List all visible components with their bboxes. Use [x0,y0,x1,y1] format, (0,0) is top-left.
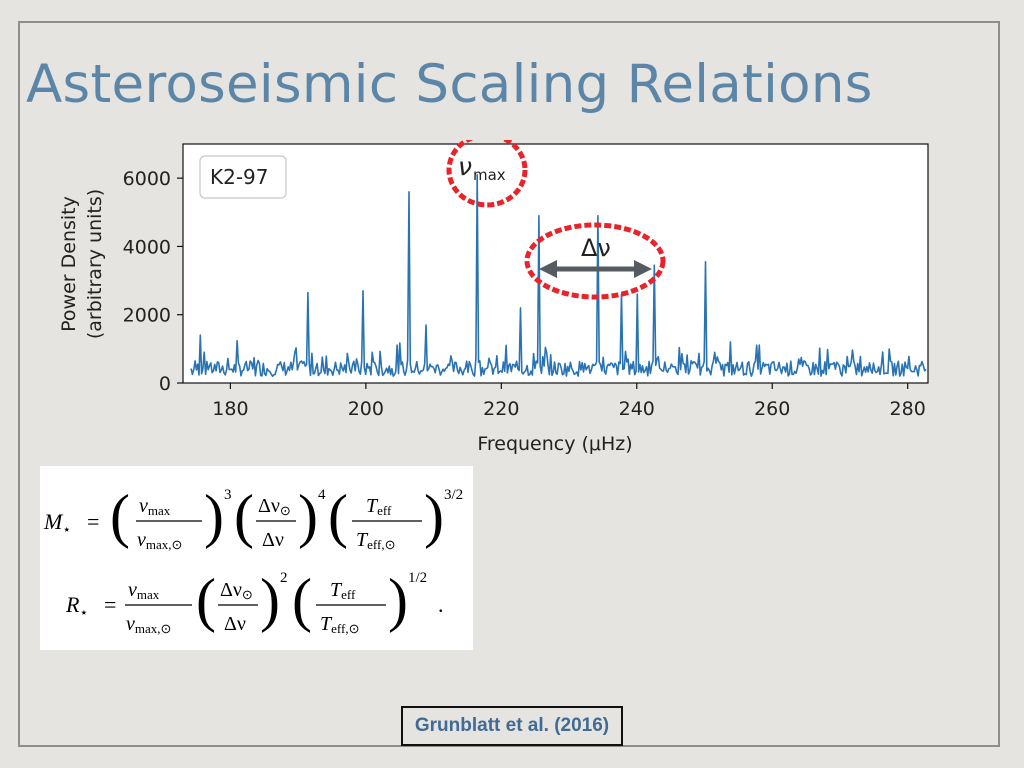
slide-frame [18,21,1000,747]
y-tick-label: 4000 [123,236,171,258]
radius-f3-den: Teff,⊙ [320,613,359,636]
mass-paren-open-3: ( [328,483,348,549]
radius-f1-den: νmax,⊙ [126,613,171,636]
mass-f2-num: Δν⊙ [258,495,291,518]
x-tick-label: 240 [619,398,655,420]
mass-f3-den: Teff,⊙ [356,529,395,552]
equations-svg: M⋆ = ( νmax νmax,⊙ ) 3 ( Δν⊙ Δν ) 4 ( Te… [43,483,463,636]
delta-nu-highlight-circle [524,222,666,300]
radius-trailing-period: . [438,592,444,617]
mass-paren-close-3: ) [424,483,444,549]
radius-f3-num: Teff [330,579,356,602]
y-axis-label-line1: Power Density [58,196,80,332]
mass-equals: = [87,509,99,534]
mass-f1-exp: 3 [224,487,232,503]
delta-nu-arrow-right-head [634,260,652,278]
mass-paren-close-2: ) [298,483,318,549]
spectrum-line [190,173,927,377]
mass-f2-exp: 4 [318,487,326,503]
x-tick-label: 220 [483,398,519,420]
x-tick-label: 180 [212,398,248,420]
mass-f1-num: νmax [139,495,171,518]
legend-box: K2-97 [199,155,287,199]
x-tick-label: 260 [754,398,790,420]
radius-f2-exp: 2 [280,570,288,586]
numax-label: νmax [458,152,506,184]
plot-frame [182,143,929,384]
citation-box: Grunblatt et al. (2016) [401,706,623,746]
delta-nu-label: Δν [581,234,611,262]
y-tick-label: 2000 [123,305,171,327]
radius-equation: R⋆ = νmax νmax,⊙ ( Δν⊙ Δν ) 2 ( Teff Tef… [65,567,444,636]
power-spectrum-svg: 180 200 220 240 260 280 0 2000 4000 6000 K2-97 Fr… [58,140,929,455]
scaling-equations: M⋆ = ( νmax νmax,⊙ ) 3 ( Δν⊙ Δν ) 4 ( Te… [40,466,473,650]
mass-lhs: M⋆ [43,509,71,538]
legend-label: K2-97 [210,165,269,189]
mass-f3-exp: 3/2 [444,487,463,503]
numax-highlight-circle [446,140,528,208]
radius-paren-close-2: ) [260,567,280,633]
mass-equation: M⋆ = ( νmax νmax,⊙ ) 3 ( Δν⊙ Δν ) 4 ( Te… [43,483,463,552]
mass-paren-open-1: ( [110,483,130,549]
x-tick-label: 200 [348,398,384,420]
x-axis-label: Frequency (μHz) [477,433,632,455]
radius-f3-exp: 1/2 [408,570,427,586]
radius-equals: = [104,592,116,617]
y-tick-label: 0 [159,373,171,395]
slide-title: Asteroseismic Scaling Relations [26,54,873,115]
ticks-group: 180 200 220 240 260 280 0 2000 4000 6000 [123,168,926,420]
mass-f2-den: Δν [262,529,284,551]
radius-f2-den: Δν [224,613,246,635]
mass-f3-num: Teff [366,495,392,518]
radius-f1-num: νmax [128,579,160,602]
power-spectrum-chart: 180 200 220 240 260 280 0 2000 4000 6000 K2-97 Fr… [38,140,988,460]
delta-nu-annotation: Δν [524,222,666,300]
y-tick-label: 6000 [123,168,171,190]
y-axis-label-line2: (arbitrary units) [84,189,106,339]
mass-paren-close-1: ) [204,483,224,549]
citation-text: Grunblatt et al. (2016) [414,715,610,736]
radius-lhs: R⋆ [65,592,88,621]
mass-f1-den: νmax,⊙ [137,529,182,552]
mass-paren-open-2: ( [234,483,254,549]
radius-paren-open-2: ( [196,567,216,633]
delta-nu-arrow-left-head [539,260,557,278]
radius-f2-num: Δν⊙ [220,579,253,602]
radius-paren-open-3: ( [292,567,312,633]
radius-paren-close-3: ) [388,567,408,633]
numax-annotation: νmax [446,140,528,208]
x-tick-label: 280 [890,398,926,420]
spectrum-group [190,173,927,377]
